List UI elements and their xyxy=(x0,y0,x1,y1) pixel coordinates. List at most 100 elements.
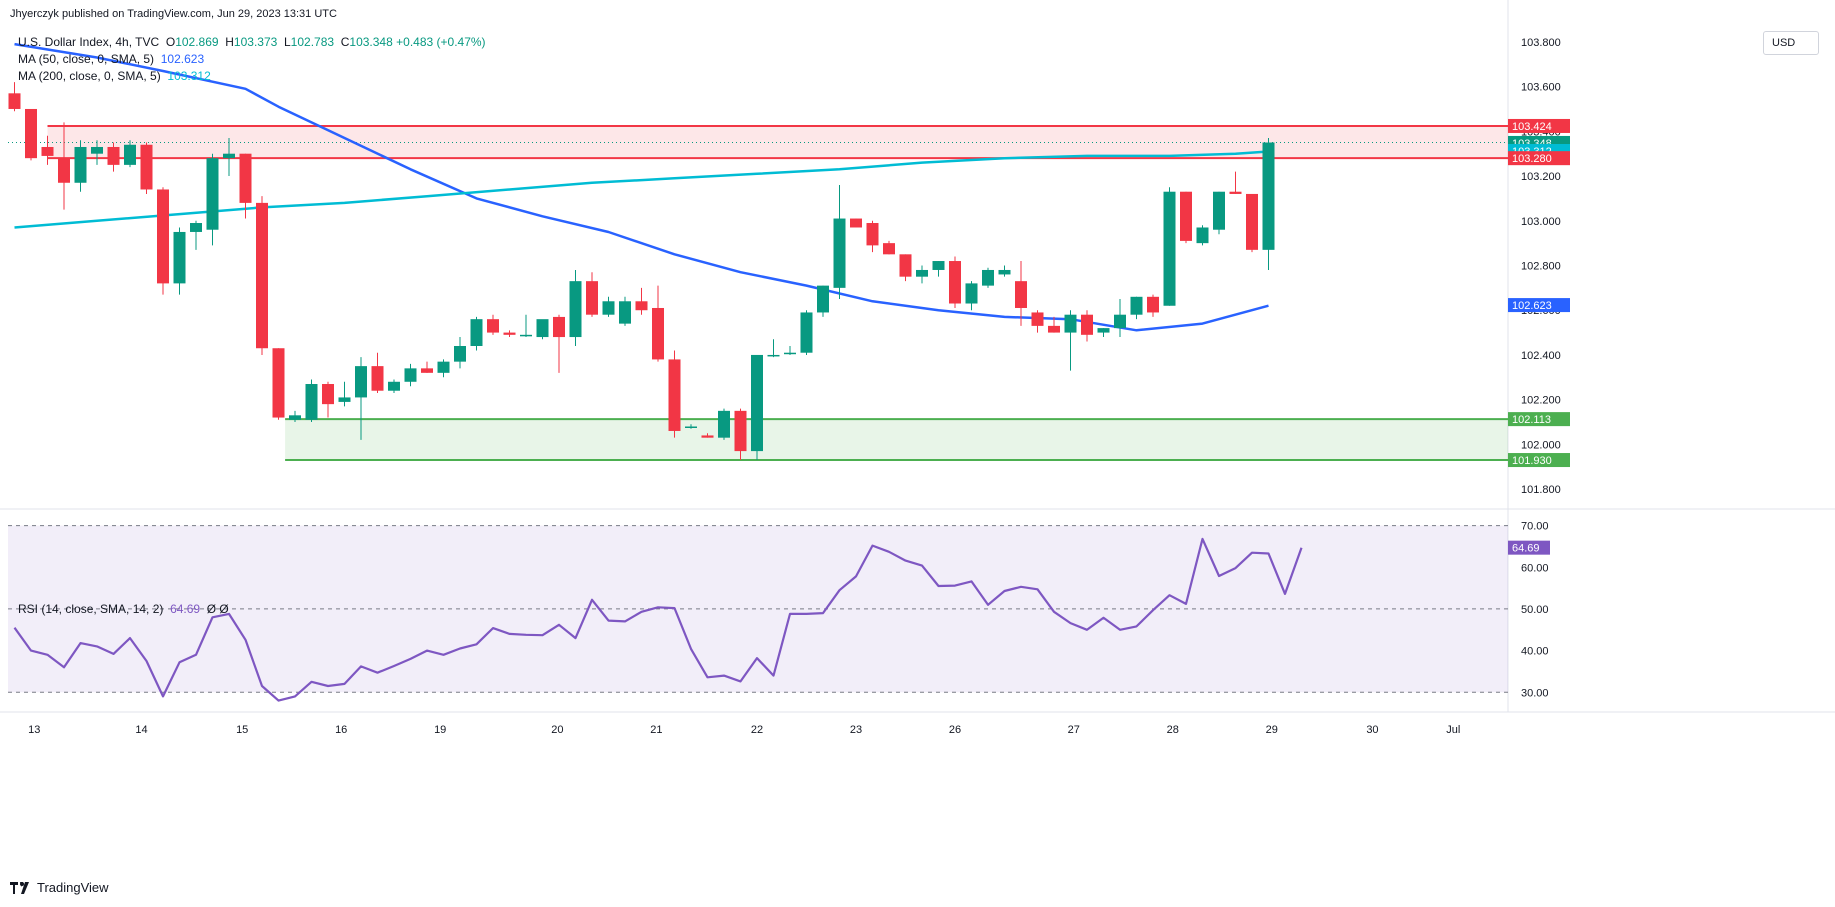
candle-body xyxy=(421,368,433,373)
price-tick-label: 102.400 xyxy=(1521,350,1561,362)
rsi-line xyxy=(13,537,1303,702)
candle-body xyxy=(25,108,37,159)
rsi-tick-label: 60.00 xyxy=(1521,562,1549,574)
publisher-line: Jhyerczyk published on TradingView.com, … xyxy=(10,8,337,20)
candle-body xyxy=(1114,314,1126,329)
candle-body xyxy=(800,312,813,353)
time-tick-label: 22 xyxy=(751,724,763,736)
candle-body xyxy=(8,93,21,109)
candle-body xyxy=(437,361,450,373)
candle-body xyxy=(817,285,829,313)
candle-body xyxy=(784,352,796,355)
ma50-legend[interactable]: MA (50, close, 0, SMA, 5) 102.623 xyxy=(18,52,204,66)
close-label: C xyxy=(340,35,350,49)
rsi-label: RSI (14, close, SMA, 14, 2) xyxy=(18,602,164,616)
candle-body xyxy=(355,366,367,398)
candle-body xyxy=(619,301,631,324)
candle-body xyxy=(272,348,285,418)
candle-body xyxy=(652,307,664,360)
candle-body xyxy=(932,261,945,270)
price-tick-label: 101.800 xyxy=(1521,484,1561,496)
ma200-legend[interactable]: MA (200, close, 0, SMA, 5) 103.312 xyxy=(18,69,211,83)
price-tick-label: 102.000 xyxy=(1521,439,1561,451)
time-tick-label: 13 xyxy=(28,724,40,736)
candle-body xyxy=(190,223,202,232)
candle-body xyxy=(916,269,928,277)
rsi-extra: Ø Ø xyxy=(206,602,229,616)
price-axis-label-bg xyxy=(1508,298,1570,313)
candle-body xyxy=(520,334,532,337)
close-value: 103.348 xyxy=(349,35,393,49)
change-value: +0.483 (+0.47%) xyxy=(396,35,486,49)
candle-body xyxy=(685,426,697,428)
ma50-value: 102.623 xyxy=(160,52,205,66)
open-value: 102.869 xyxy=(175,35,219,49)
candle-body xyxy=(223,153,235,159)
candle-body xyxy=(949,261,961,304)
tradingview-logo[interactable]: TradingView xyxy=(10,880,109,895)
candle-body xyxy=(602,301,615,315)
ma200-line xyxy=(14,150,1269,229)
price-axis-label: 103.424 xyxy=(1512,121,1552,133)
time-tick-label: 15 xyxy=(236,724,248,736)
candle-body xyxy=(718,410,730,438)
candle-body xyxy=(1147,296,1159,313)
candle-body xyxy=(1196,227,1209,244)
candle-body xyxy=(107,146,120,165)
price-axis-label-bg xyxy=(1508,118,1570,133)
candle-body xyxy=(1229,191,1242,194)
candle-body xyxy=(388,381,400,391)
candle-body xyxy=(58,158,70,183)
ma50-line xyxy=(14,42,1269,332)
currency-button[interactable]: USD xyxy=(1763,31,1819,55)
candle-body xyxy=(1015,281,1027,308)
candle-body xyxy=(322,384,334,405)
candle-body xyxy=(1213,191,1225,230)
candle-body xyxy=(833,218,846,288)
price-tick-label: 103.000 xyxy=(1521,216,1561,228)
candle-body xyxy=(850,218,862,228)
candle-body xyxy=(1097,328,1110,333)
candle-body xyxy=(1163,191,1176,306)
candle-body xyxy=(767,354,780,357)
candle-body xyxy=(553,316,565,338)
candle-body xyxy=(998,269,1011,275)
candle-body xyxy=(91,146,103,154)
price-axis-label: 101.930 xyxy=(1512,455,1552,467)
candle-body xyxy=(734,410,747,452)
high-value: 103.373 xyxy=(233,35,278,49)
candle-body xyxy=(239,153,252,203)
candle-body xyxy=(454,346,466,362)
candle-body xyxy=(256,202,268,349)
candle-body xyxy=(41,146,54,156)
candle-body xyxy=(289,415,301,420)
candle-body xyxy=(173,231,186,284)
candle-body xyxy=(338,397,351,402)
candle-body xyxy=(965,283,978,304)
low-label: L xyxy=(283,35,291,49)
price-axis-label-bg xyxy=(1508,412,1570,427)
time-tick-label: 14 xyxy=(135,724,147,736)
ma200-label: MA (200, close, 0, SMA, 5) xyxy=(18,69,161,83)
candle-body xyxy=(1262,142,1275,250)
candle-body xyxy=(140,144,153,190)
candle-body xyxy=(74,146,87,183)
candle-body xyxy=(883,243,895,255)
rsi-tick-label: 40.00 xyxy=(1521,646,1549,658)
rsi-legend[interactable]: RSI (14, close, SMA, 14, 2) 64.69 Ø Ø xyxy=(18,602,229,616)
time-tick-label: 27 xyxy=(1068,724,1080,736)
time-tick-label: 19 xyxy=(434,724,446,736)
time-tick-label: 20 xyxy=(551,724,563,736)
price-tick-label: 103.200 xyxy=(1521,171,1561,183)
rsi-axis-label-bg xyxy=(1508,540,1550,555)
price-tick-label: 103.800 xyxy=(1521,37,1561,49)
candle-body xyxy=(536,319,549,338)
candle-body xyxy=(1130,296,1143,315)
candle-body xyxy=(1064,314,1077,333)
candle-body xyxy=(1081,314,1093,335)
candle-body xyxy=(1246,193,1258,250)
candle-body xyxy=(157,189,169,284)
price-axis-label-bg xyxy=(1508,453,1570,468)
time-tick-label: 30 xyxy=(1366,724,1378,736)
